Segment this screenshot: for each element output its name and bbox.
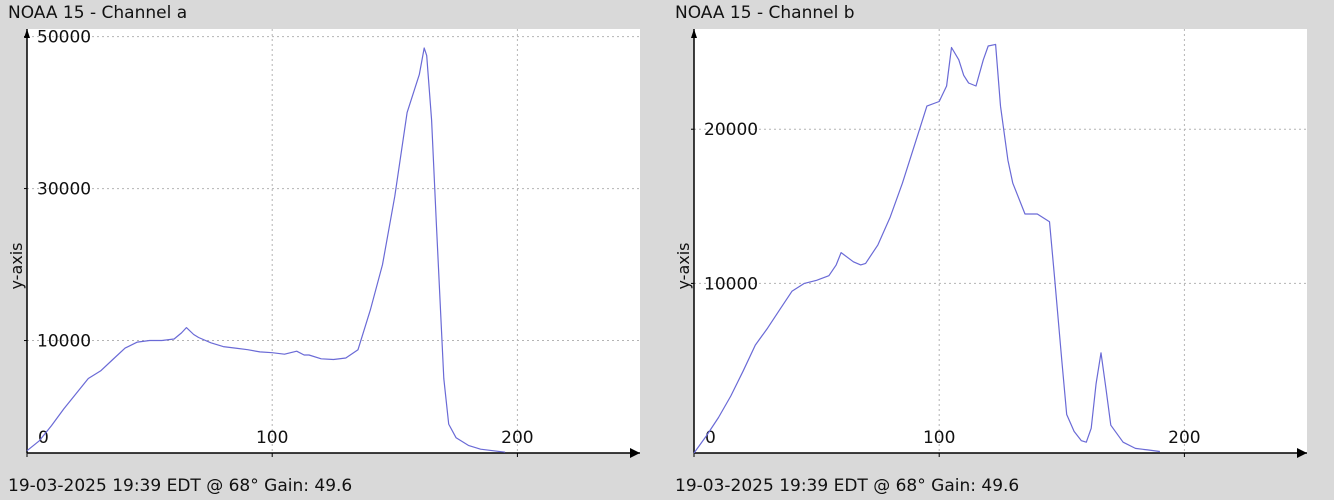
y-tick-label: 10000 <box>37 332 91 352</box>
x-tick-label: 0 <box>705 428 716 448</box>
plot-area <box>27 29 640 453</box>
x-tick-label: 200 <box>501 428 533 448</box>
x-tick-label: 0 <box>38 428 49 448</box>
x-tick-label: 100 <box>256 428 288 448</box>
y-tick-label: 20000 <box>704 120 758 140</box>
y-axis-arrow <box>691 29 697 38</box>
x-tick-label: 200 <box>1168 428 1200 448</box>
y-axis-label: y-axis <box>674 242 693 289</box>
series-line <box>26 47 506 453</box>
x-tick-label: 100 <box>923 428 955 448</box>
chart-panel-channel-b: NOAA 15 - Channel b 0 100 200 10000 20000 y-a… <box>667 0 1334 500</box>
line-chart-channel-b: 0 100 200 10000 20000 y-axis <box>674 29 1307 458</box>
status-footer: 19-03-2025 19:39 EDT @ 68° Gain: 49.6 <box>8 476 353 496</box>
y-tick-label: 50000 <box>37 28 91 48</box>
plot-area <box>694 29 1307 453</box>
series-line <box>693 43 1160 454</box>
y-axis-label: y-axis <box>7 242 26 289</box>
chart-title: NOAA 15 - Channel b <box>675 3 855 23</box>
y-axis-arrow <box>24 29 30 38</box>
y-tick-label: 30000 <box>37 180 91 200</box>
line-chart-channel-a: 0 100 200 10000 30000 50000 y-axis <box>7 28 640 458</box>
x-axis-arrow <box>1297 448 1307 458</box>
chart-panel-channel-a: NOAA 15 - Channel a 0 100 200 10000 30000 500… <box>7 3 640 496</box>
chart-title: NOAA 15 - Channel a <box>8 3 188 23</box>
x-axis-arrow <box>630 448 640 458</box>
y-tick-label: 10000 <box>704 274 758 294</box>
status-footer: 19-03-2025 19:39 EDT @ 68° Gain: 49.6 <box>675 476 1020 496</box>
